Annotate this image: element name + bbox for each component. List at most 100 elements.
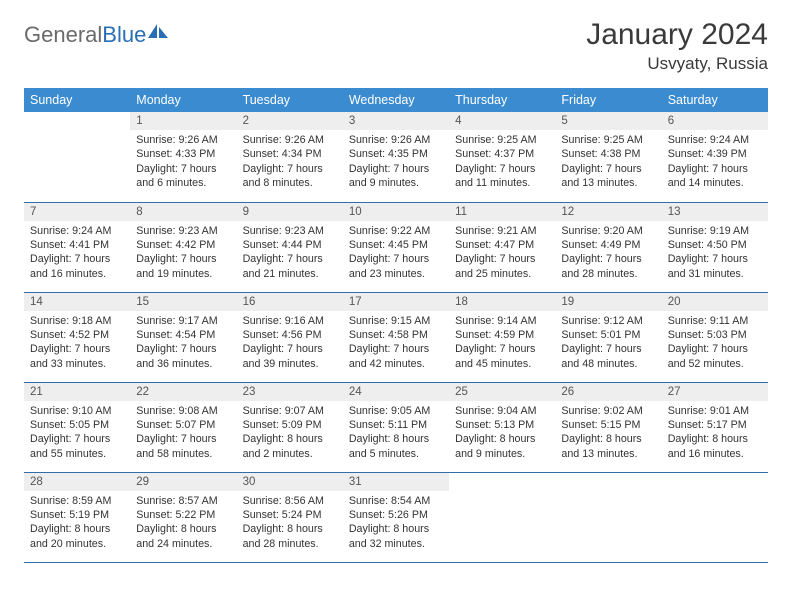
daylight-text: and 32 minutes. — [349, 537, 443, 551]
day-number: 21 — [24, 383, 130, 401]
day-details: Sunrise: 9:24 AMSunset: 4:41 PMDaylight:… — [24, 221, 130, 285]
sunrise-text: Sunrise: 9:26 AM — [136, 133, 230, 147]
sunset-text: Sunset: 4:39 PM — [668, 147, 762, 161]
day-number: 22 — [130, 383, 236, 401]
daylight-text: Daylight: 8 hours — [243, 432, 337, 446]
calendar-cell: 2Sunrise: 9:26 AMSunset: 4:34 PMDaylight… — [237, 112, 343, 202]
daylight-text: and 9 minutes. — [349, 176, 443, 190]
sunrise-text: Sunrise: 9:17 AM — [136, 314, 230, 328]
day-number: 3 — [343, 112, 449, 130]
daylight-text: and 58 minutes. — [136, 447, 230, 461]
day-details: Sunrise: 9:25 AMSunset: 4:37 PMDaylight:… — [449, 130, 555, 194]
day-number: 19 — [555, 293, 661, 311]
daylight-text: Daylight: 8 hours — [30, 522, 124, 536]
daylight-text: Daylight: 7 hours — [668, 162, 762, 176]
daylight-text: and 23 minutes. — [349, 267, 443, 281]
sunset-text: Sunset: 4:35 PM — [349, 147, 443, 161]
calendar-page: GeneralBlue January 2024 Usvyaty, Russia… — [0, 0, 792, 581]
calendar-cell: 11Sunrise: 9:21 AMSunset: 4:47 PMDayligh… — [449, 202, 555, 292]
daylight-text: and 52 minutes. — [668, 357, 762, 371]
day-number: 7 — [24, 203, 130, 221]
weekday-header: Tuesday — [237, 88, 343, 112]
calendar-cell: 27Sunrise: 9:01 AMSunset: 5:17 PMDayligh… — [662, 382, 768, 472]
day-details: Sunrise: 9:17 AMSunset: 4:54 PMDaylight:… — [130, 311, 236, 375]
sunrise-text: Sunrise: 9:25 AM — [455, 133, 549, 147]
daylight-text: Daylight: 7 hours — [455, 252, 549, 266]
daylight-text: and 13 minutes. — [561, 176, 655, 190]
sunrise-text: Sunrise: 9:24 AM — [668, 133, 762, 147]
sunrise-text: Sunrise: 9:15 AM — [349, 314, 443, 328]
sunrise-text: Sunrise: 9:23 AM — [136, 224, 230, 238]
day-details: Sunrise: 8:56 AMSunset: 5:24 PMDaylight:… — [237, 491, 343, 555]
daylight-text: Daylight: 7 hours — [30, 432, 124, 446]
day-details: Sunrise: 9:26 AMSunset: 4:34 PMDaylight:… — [237, 130, 343, 194]
calendar-cell: 1Sunrise: 9:26 AMSunset: 4:33 PMDaylight… — [130, 112, 236, 202]
daylight-text: Daylight: 7 hours — [455, 162, 549, 176]
calendar-cell: 22Sunrise: 9:08 AMSunset: 5:07 PMDayligh… — [130, 382, 236, 472]
day-number: 6 — [662, 112, 768, 130]
sunset-text: Sunset: 4:52 PM — [30, 328, 124, 342]
day-number: 13 — [662, 203, 768, 221]
daylight-text: Daylight: 8 hours — [349, 432, 443, 446]
daylight-text: and 55 minutes. — [30, 447, 124, 461]
calendar-cell: 9Sunrise: 9:23 AMSunset: 4:44 PMDaylight… — [237, 202, 343, 292]
sunrise-text: Sunrise: 9:10 AM — [30, 404, 124, 418]
calendar-row: 14Sunrise: 9:18 AMSunset: 4:52 PMDayligh… — [24, 292, 768, 382]
sunset-text: Sunset: 5:03 PM — [668, 328, 762, 342]
daylight-text: Daylight: 7 hours — [30, 252, 124, 266]
sunrise-text: Sunrise: 9:21 AM — [455, 224, 549, 238]
calendar-cell: 8Sunrise: 9:23 AMSunset: 4:42 PMDaylight… — [130, 202, 236, 292]
calendar-cell: 17Sunrise: 9:15 AMSunset: 4:58 PMDayligh… — [343, 292, 449, 382]
day-details: Sunrise: 9:24 AMSunset: 4:39 PMDaylight:… — [662, 130, 768, 194]
day-details: Sunrise: 9:22 AMSunset: 4:45 PMDaylight:… — [343, 221, 449, 285]
sunset-text: Sunset: 5:24 PM — [243, 508, 337, 522]
day-details: Sunrise: 9:26 AMSunset: 4:35 PMDaylight:… — [343, 130, 449, 194]
daylight-text: Daylight: 7 hours — [136, 162, 230, 176]
sunrise-text: Sunrise: 8:54 AM — [349, 494, 443, 508]
sunset-text: Sunset: 4:50 PM — [668, 238, 762, 252]
day-details: Sunrise: 9:21 AMSunset: 4:47 PMDaylight:… — [449, 221, 555, 285]
calendar-cell: 16Sunrise: 9:16 AMSunset: 4:56 PMDayligh… — [237, 292, 343, 382]
sunrise-text: Sunrise: 9:14 AM — [455, 314, 549, 328]
sunrise-text: Sunrise: 9:20 AM — [561, 224, 655, 238]
day-details: Sunrise: 9:16 AMSunset: 4:56 PMDaylight:… — [237, 311, 343, 375]
daylight-text: and 45 minutes. — [455, 357, 549, 371]
daylight-text: and 9 minutes. — [455, 447, 549, 461]
daylight-text: and 28 minutes. — [243, 537, 337, 551]
month-title: January 2024 — [586, 18, 768, 52]
daylight-text: Daylight: 7 hours — [349, 342, 443, 356]
daylight-text: and 36 minutes. — [136, 357, 230, 371]
sunset-text: Sunset: 4:54 PM — [136, 328, 230, 342]
calendar-cell: 31Sunrise: 8:54 AMSunset: 5:26 PMDayligh… — [343, 472, 449, 562]
daylight-text: and 6 minutes. — [136, 176, 230, 190]
daylight-text: and 31 minutes. — [668, 267, 762, 281]
daylight-text: and 20 minutes. — [30, 537, 124, 551]
sunset-text: Sunset: 5:13 PM — [455, 418, 549, 432]
calendar-cell: 10Sunrise: 9:22 AMSunset: 4:45 PMDayligh… — [343, 202, 449, 292]
sunrise-text: Sunrise: 8:57 AM — [136, 494, 230, 508]
day-details: Sunrise: 9:26 AMSunset: 4:33 PMDaylight:… — [130, 130, 236, 194]
daylight-text: Daylight: 7 hours — [561, 252, 655, 266]
day-number: 17 — [343, 293, 449, 311]
daylight-text: Daylight: 8 hours — [349, 522, 443, 536]
sunrise-text: Sunrise: 9:19 AM — [668, 224, 762, 238]
day-number: 25 — [449, 383, 555, 401]
sunrise-text: Sunrise: 9:26 AM — [243, 133, 337, 147]
daylight-text: and 48 minutes. — [561, 357, 655, 371]
calendar-cell: 3Sunrise: 9:26 AMSunset: 4:35 PMDaylight… — [343, 112, 449, 202]
daylight-text: and 42 minutes. — [349, 357, 443, 371]
daylight-text: and 11 minutes. — [455, 176, 549, 190]
sunrise-text: Sunrise: 9:04 AM — [455, 404, 549, 418]
weekday-header: Monday — [130, 88, 236, 112]
calendar-cell: 5Sunrise: 9:25 AMSunset: 4:38 PMDaylight… — [555, 112, 661, 202]
day-details: Sunrise: 8:59 AMSunset: 5:19 PMDaylight:… — [24, 491, 130, 555]
day-number: 29 — [130, 473, 236, 491]
sunset-text: Sunset: 4:37 PM — [455, 147, 549, 161]
daylight-text: Daylight: 7 hours — [349, 162, 443, 176]
page-header: GeneralBlue January 2024 Usvyaty, Russia — [24, 18, 768, 74]
sail-icon — [148, 24, 168, 38]
daylight-text: Daylight: 7 hours — [561, 162, 655, 176]
sunset-text: Sunset: 5:11 PM — [349, 418, 443, 432]
weekday-header: Wednesday — [343, 88, 449, 112]
day-number: 5 — [555, 112, 661, 130]
